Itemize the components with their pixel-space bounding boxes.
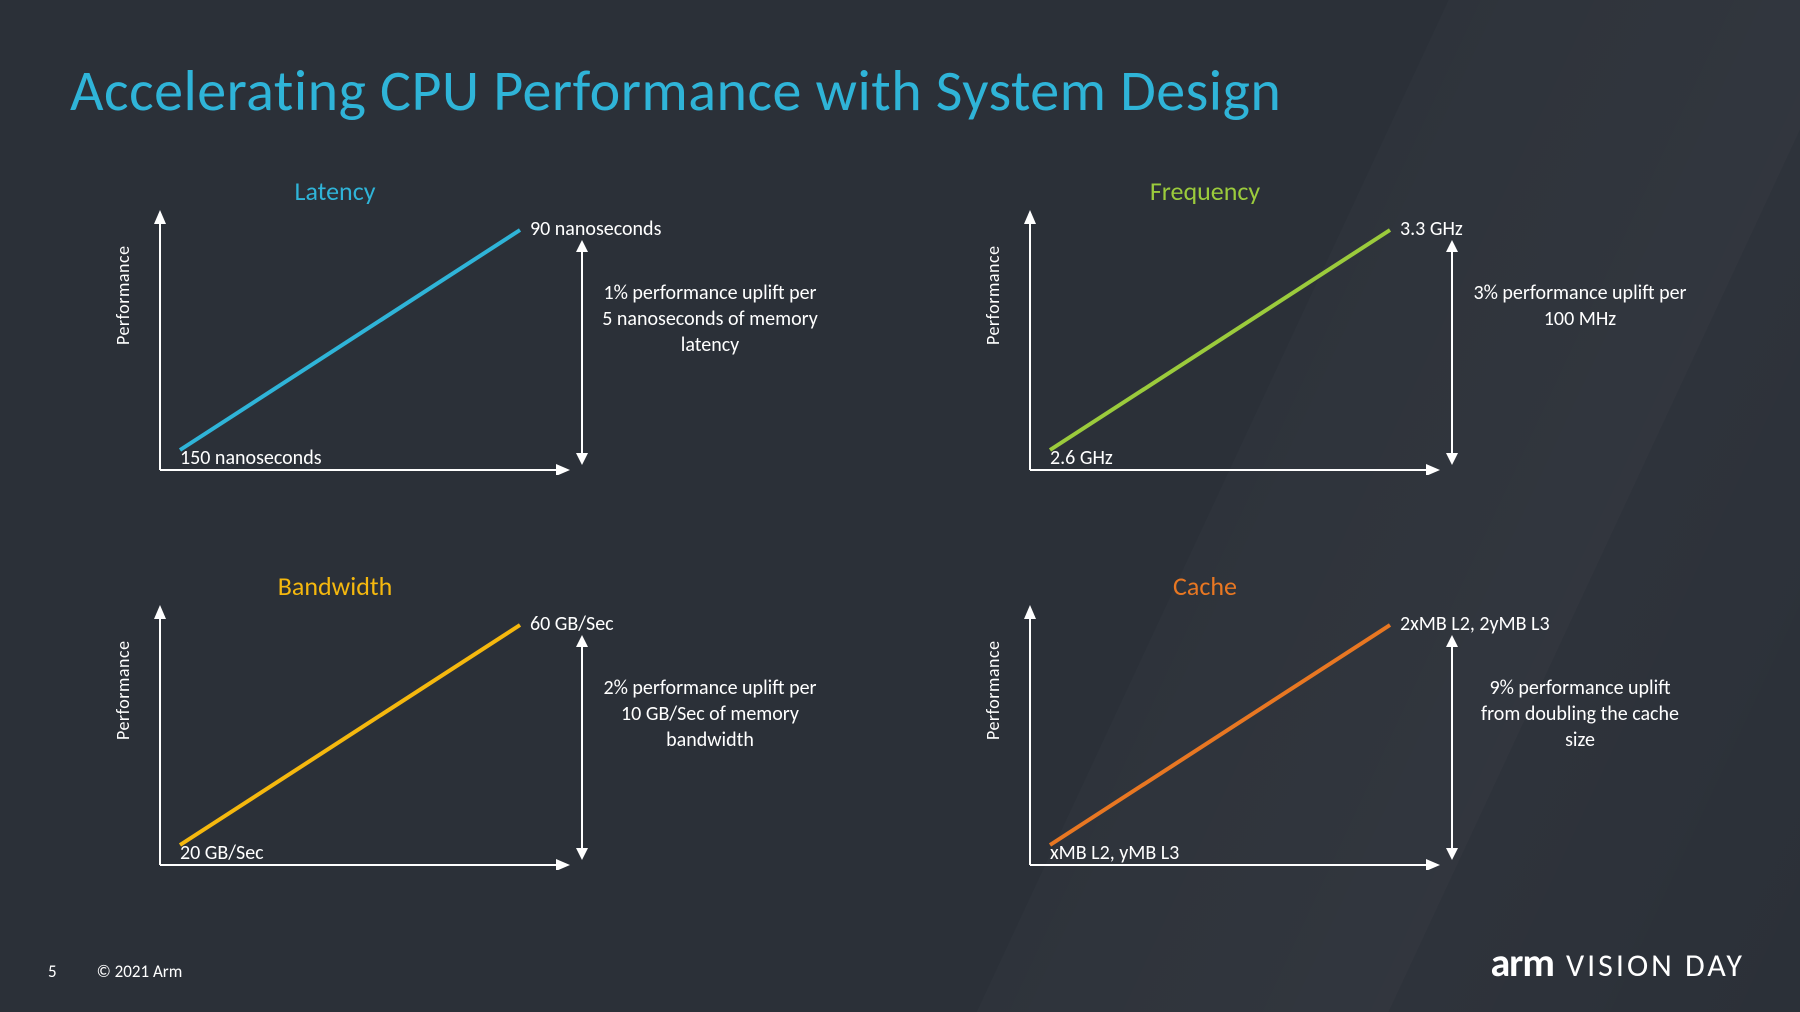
brand-arm: arm bbox=[1490, 938, 1554, 987]
data-line bbox=[180, 230, 520, 450]
y-axis-label: Performance bbox=[112, 640, 134, 740]
footer: 5 © 2021 Arm bbox=[48, 961, 182, 982]
slide-title: Accelerating CPU Performance with System… bbox=[70, 55, 1281, 126]
annotation-text: 1% performance uplift per 5 nanoseconds … bbox=[600, 280, 820, 358]
annotation-text: 3% performance uplift per 100 MHz bbox=[1470, 280, 1690, 332]
chart-axes bbox=[1020, 605, 1440, 870]
annotation-arrow bbox=[572, 635, 592, 860]
start-label: 150 nanoseconds bbox=[180, 446, 322, 470]
chart-title: Bandwidth bbox=[120, 570, 550, 602]
annotation-arrow bbox=[1442, 635, 1462, 860]
data-line bbox=[1050, 625, 1390, 845]
brand-logo: arm VISION DAY bbox=[1490, 938, 1745, 987]
chart-axes bbox=[150, 210, 570, 475]
charts-grid: Latency Performance 150 nanoseconds 90 n… bbox=[120, 175, 1680, 915]
start-label: 20 GB/Sec bbox=[180, 841, 264, 865]
data-line bbox=[1050, 230, 1390, 450]
start-label: xMB L2, yMB L3 bbox=[1050, 841, 1179, 865]
annotation-text: 2% performance uplift per 10 GB/Sec of m… bbox=[600, 675, 820, 753]
chart-axes bbox=[1020, 210, 1440, 475]
copyright: © 2021 Arm bbox=[97, 961, 183, 982]
chart-axes bbox=[150, 605, 570, 870]
end-label: 2xMB L2, 2yMB L3 bbox=[1400, 612, 1550, 636]
start-label: 2.6 GHz bbox=[1050, 446, 1113, 470]
end-label: 60 GB/Sec bbox=[530, 612, 614, 636]
chart-bandwidth: Bandwidth Performance 20 GB/Sec 60 GB/Se… bbox=[120, 570, 800, 900]
page-number: 5 bbox=[48, 961, 57, 982]
chart-title: Latency bbox=[120, 175, 550, 207]
end-label: 90 nanoseconds bbox=[530, 217, 661, 241]
end-label: 3.3 GHz bbox=[1400, 217, 1463, 241]
annotation-arrow bbox=[572, 240, 592, 465]
chart-frequency: Frequency Performance 2.6 GHz 3.3 GHz 3%… bbox=[990, 175, 1670, 505]
annotation-arrow bbox=[1442, 240, 1462, 465]
annotation-text: 9% performance uplift from doubling the … bbox=[1470, 675, 1690, 753]
y-axis-label: Performance bbox=[982, 245, 1004, 345]
y-axis-label: Performance bbox=[982, 640, 1004, 740]
y-axis-label: Performance bbox=[112, 245, 134, 345]
chart-cache: Cache Performance xMB L2, yMB L3 2xMB L2… bbox=[990, 570, 1670, 900]
data-line bbox=[180, 625, 520, 845]
chart-title: Frequency bbox=[990, 175, 1420, 207]
brand-vision-day: VISION DAY bbox=[1566, 946, 1745, 985]
chart-latency: Latency Performance 150 nanoseconds 90 n… bbox=[120, 175, 800, 505]
chart-title: Cache bbox=[990, 570, 1420, 602]
